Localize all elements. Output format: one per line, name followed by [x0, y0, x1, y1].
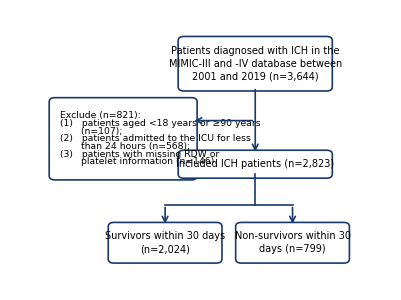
- Text: Patients diagnosed with ICH in the
MIMIC-III and -IV database between
2001 and 2: Patients diagnosed with ICH in the MIMIC…: [168, 46, 342, 82]
- Text: (3)   patients with missing RDW or: (3) patients with missing RDW or: [61, 149, 220, 158]
- Text: (n=107);: (n=107);: [61, 127, 123, 136]
- Text: than 24 hours (n=568);: than 24 hours (n=568);: [61, 142, 190, 151]
- FancyBboxPatch shape: [178, 150, 332, 178]
- FancyBboxPatch shape: [108, 222, 222, 263]
- Text: Exclude (n=821):: Exclude (n=821):: [61, 111, 141, 120]
- Text: (1)   patients aged <18 years or ≥90 years: (1) patients aged <18 years or ≥90 years: [61, 119, 261, 128]
- Text: platelet information (n=146).: platelet information (n=146).: [61, 157, 217, 166]
- FancyBboxPatch shape: [236, 222, 349, 263]
- FancyBboxPatch shape: [49, 98, 197, 180]
- FancyBboxPatch shape: [178, 37, 332, 91]
- Text: (2)   patients admitted to the ICU for less: (2) patients admitted to the ICU for les…: [61, 134, 251, 143]
- Text: Survivors within 30 days
(n=2,024): Survivors within 30 days (n=2,024): [105, 231, 225, 254]
- Text: Included ICH patients (n=2,823): Included ICH patients (n=2,823): [176, 159, 334, 169]
- Text: Non-survivors within 30
days (n=799): Non-survivors within 30 days (n=799): [235, 231, 350, 254]
